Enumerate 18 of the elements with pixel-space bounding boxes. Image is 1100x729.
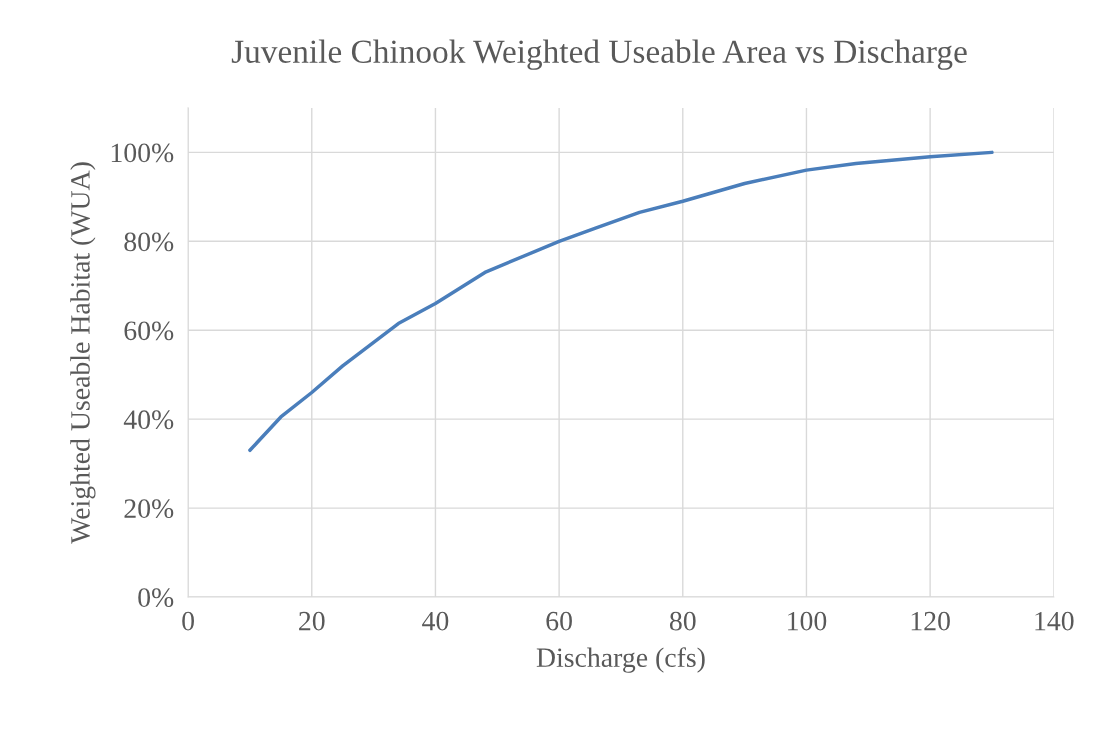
y-tick-label: 60% — [124, 321, 174, 341]
x-tick-label: 140 — [1035, 611, 1074, 631]
x-tick-label: 40 — [422, 611, 449, 631]
y-axis-title: Weighted Useable Habitat (WUA) — [70, 162, 96, 544]
x-tick-label: 100 — [788, 611, 827, 631]
y-tick-label: 40% — [123, 410, 174, 430]
x-tick-label: 20 — [299, 611, 325, 631]
x-tick-label: 0 — [182, 611, 194, 631]
y-tick-label: 0% — [138, 588, 174, 608]
line-series — [248, 150, 994, 453]
x-tick-label: 60 — [546, 611, 572, 631]
y-tick-label: 80% — [124, 232, 174, 252]
x-tick-label: 120 — [911, 611, 950, 631]
y-tick-label: 20% — [124, 499, 174, 519]
x-axis-title: Discharge (cfs) — [536, 647, 705, 673]
y-tick-label: 100% — [111, 143, 174, 163]
chart-title: Juvenile Chinook Weighted Useable Area vs Discharge — [231, 39, 967, 70]
x-tick-label: 80 — [669, 611, 696, 631]
